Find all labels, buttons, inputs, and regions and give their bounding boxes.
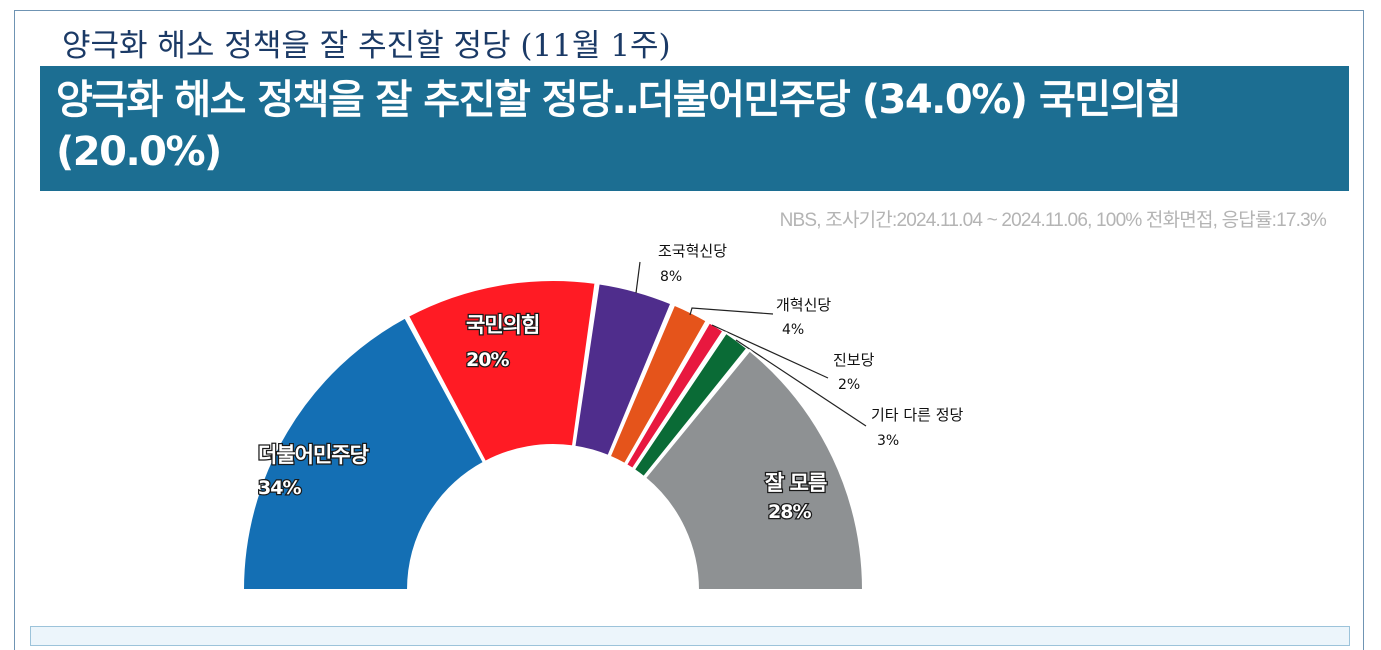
slice-other [632, 331, 749, 479]
title-banner: 양극화 해소 정책을 잘 추진할 정당‥더불어민주당 (34.0%) 국민의힘 … [40, 66, 1349, 191]
slice-label-other: 기타 다른 정당 [871, 406, 964, 424]
card-frame [14, 10, 1364, 650]
leader-line-reform [689, 307, 774, 316]
slice-reform [608, 303, 708, 466]
slice-value-ppp: 20% [466, 349, 509, 371]
bottom-panel [30, 626, 1350, 646]
slice-value-progressive: 2% [838, 377, 860, 393]
leader-line-other [735, 339, 867, 427]
slice-minjoo [241, 316, 486, 591]
source-note: NBS, 조사기간:2024.11.04 ~ 2024.11.06, 100% … [779, 210, 1327, 231]
slice-value-dont-know: 28% [768, 501, 811, 523]
slice-value-minjoo: 34% [258, 477, 301, 499]
slice-rebuilding [573, 282, 673, 458]
slice-label-reform: 개혁신당 [776, 296, 831, 314]
slice-label-rebuilding: 조국혁신당 [658, 242, 727, 260]
chart-subtitle: 양극화 해소 정책을 잘 추진할 정당 (11월 1주) [62, 28, 671, 64]
slice-label-ppp: 국민의힘 [466, 313, 539, 337]
slice-value-other: 3% [877, 433, 899, 449]
slice-ppp [406, 279, 597, 464]
slice-value-rebuilding: 8% [660, 269, 682, 285]
chart-title: 양극화 해소 정책을 잘 추진할 정당‥더불어민주당 (34.0%) 국민의힘 … [56, 77, 1182, 175]
slice-progressive [624, 320, 725, 471]
slice-label-progressive: 진보당 [833, 351, 875, 369]
slice-value-reform: 4% [782, 322, 804, 338]
leader-line-rebuilding [635, 261, 641, 294]
slice-dont-know [643, 349, 865, 591]
slice-label-dont-know: 잘 모름 [765, 471, 827, 495]
leader-line-progressive [711, 324, 829, 379]
slice-label-minjoo: 더불어민주당 [258, 443, 369, 467]
